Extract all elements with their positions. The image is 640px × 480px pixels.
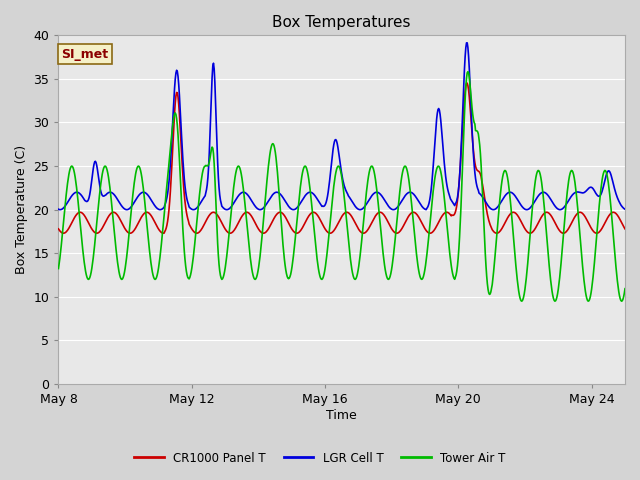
X-axis label: Time: Time (326, 409, 357, 422)
Title: Box Temperatures: Box Temperatures (273, 15, 411, 30)
Y-axis label: Box Temperature (C): Box Temperature (C) (15, 145, 28, 274)
Text: SI_met: SI_met (61, 48, 108, 60)
Legend: CR1000 Panel T, LGR Cell T, Tower Air T: CR1000 Panel T, LGR Cell T, Tower Air T (130, 447, 510, 469)
